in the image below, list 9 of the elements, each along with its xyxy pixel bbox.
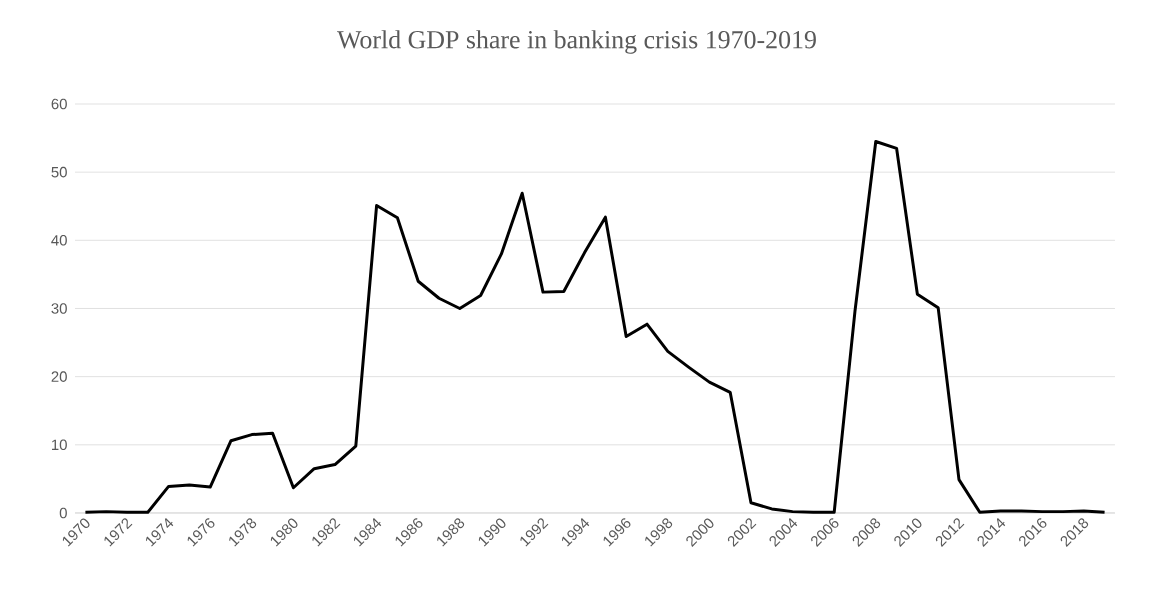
y-tick-label: 0 (59, 507, 67, 519)
line-series (83, 139, 1107, 514)
y-tick-label: 10 (52, 439, 67, 451)
y-tick-label: 50 (51, 166, 67, 178)
y-tick-label: 60 (51, 98, 67, 110)
y-tick-label: 20 (51, 371, 67, 382)
chart-title: World GDP share in banking crisis 1970-2019 (337, 30, 816, 54)
y-tick-label: 30 (51, 303, 67, 314)
y-tick-label: 40 (51, 235, 67, 246)
